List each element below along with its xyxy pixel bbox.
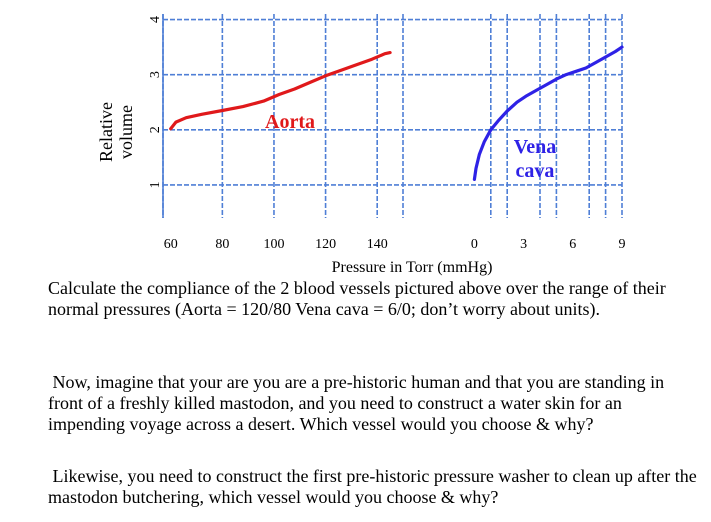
question-pressure-washer-text: Likewise, you need to construct the firs… <box>48 466 697 507</box>
x-tick-label: 80 <box>215 237 229 252</box>
question-water-skin: Now, imagine that your are you are a pre… <box>48 372 703 435</box>
x-tick-label: 9 <box>619 237 626 252</box>
x-tick-label: 60 <box>164 237 178 252</box>
question-compliance: Calculate the compliance of the 2 blood … <box>48 278 666 319</box>
x-tick-label: 3 <box>520 237 527 252</box>
series-label-vena-cava: Vena <box>514 136 557 158</box>
y-tick-label: 1 <box>148 181 163 188</box>
x-tick-label: 100 <box>263 237 284 252</box>
series-line-aorta <box>169 50 392 131</box>
y-tick-label: 2 <box>148 126 163 133</box>
x-tick-label: 0 <box>471 237 478 252</box>
y-tick-text: 2 <box>148 126 163 133</box>
x-tick-label: 6 <box>569 237 576 252</box>
x-tick-label: 120 <box>315 237 336 252</box>
y-tick-text: 3 <box>148 71 163 78</box>
series-label-aorta: Aorta <box>265 111 315 133</box>
y-tick-text: 1 <box>148 181 163 188</box>
y-axis-label: volume <box>116 105 136 159</box>
x-axis-title: Pressure in Torr (mmHg) <box>332 259 493 276</box>
series-line-vena-cava <box>472 45 624 181</box>
y-tick-label: 3 <box>148 71 163 78</box>
series-label-vena-cava: cava <box>516 160 555 182</box>
question-water-skin-text: Now, imagine that your are you are a pre… <box>48 372 665 434</box>
y-tick-label: 4 <box>148 16 163 23</box>
y-tick-text: 4 <box>148 16 163 23</box>
y-axis-label-text: Relative <box>96 102 116 162</box>
chart-grid <box>162 14 623 218</box>
y-axis-label: Relative <box>96 102 116 162</box>
x-tick-label: 140 <box>367 237 388 252</box>
y-axis-label-text: volume <box>116 105 136 159</box>
chart-series <box>169 45 624 181</box>
question-pressure-washer: Likewise, you need to construct the firs… <box>48 466 703 508</box>
